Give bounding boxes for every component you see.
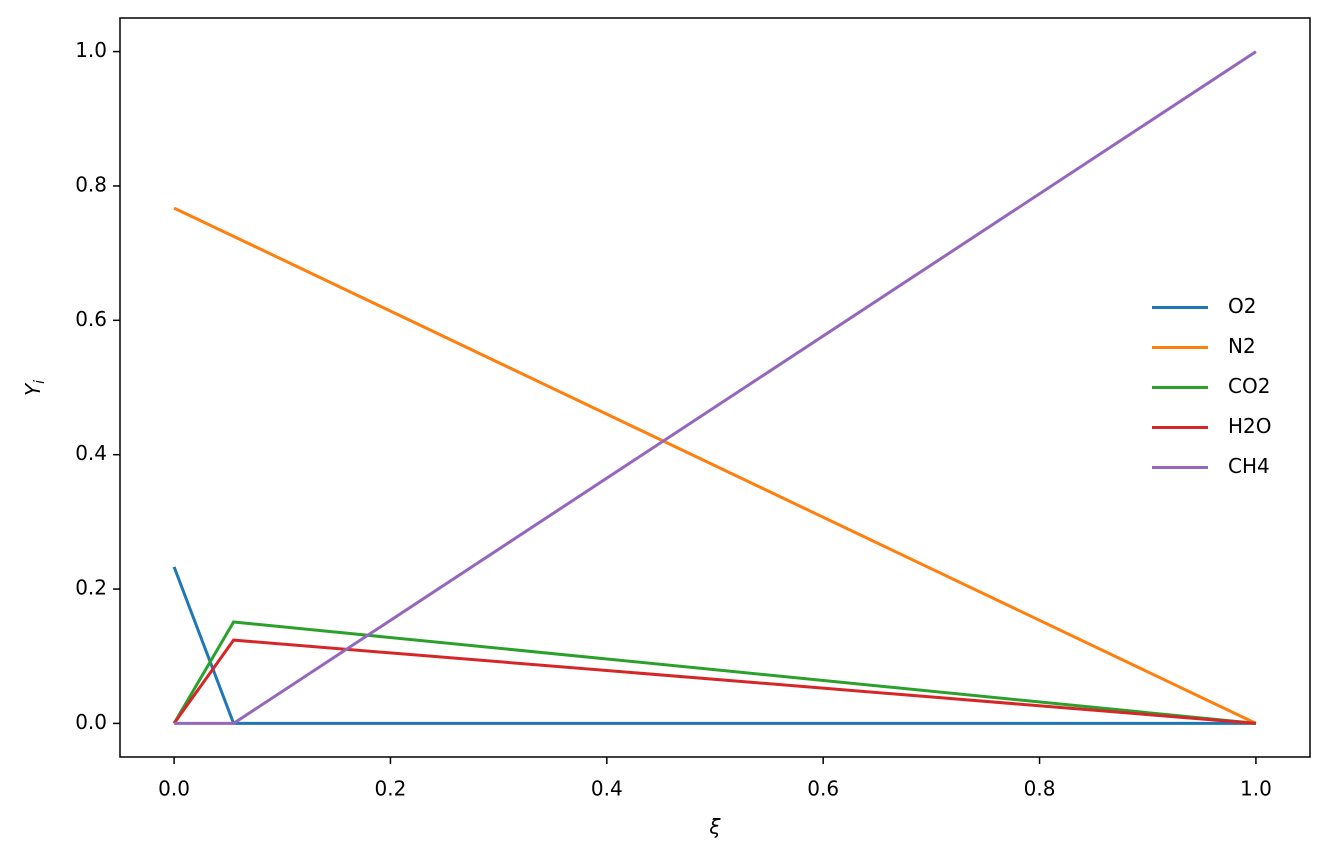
legend-label: CO2 xyxy=(1228,374,1270,398)
y-tick-label: 0.8 xyxy=(75,172,107,196)
x-tick-label: 0.0 xyxy=(158,777,190,801)
y-axis-label: Yi xyxy=(21,380,49,396)
y-axis-label-main: Y xyxy=(21,382,45,396)
y-axis-label-sub: i xyxy=(32,380,48,384)
y-tick-label: 0.0 xyxy=(75,710,107,734)
series-line xyxy=(174,50,1257,725)
x-tick-label: 0.2 xyxy=(375,777,407,801)
y-tick-label: 0.2 xyxy=(75,576,107,600)
x-tick-label: 0.6 xyxy=(807,777,839,801)
y-tick-label: 1.0 xyxy=(75,38,107,62)
x-tick-label: 0.8 xyxy=(1024,777,1056,801)
x-tick-label: 1.0 xyxy=(1240,777,1272,801)
series-line xyxy=(172,620,1257,725)
legend-label: H2O xyxy=(1228,414,1272,438)
x-axis-label: ξ xyxy=(708,815,721,839)
y-tick-label: 0.4 xyxy=(75,441,107,465)
legend-label: CH4 xyxy=(1228,454,1270,478)
y-tick-label: 0.6 xyxy=(75,307,107,331)
legend-label: N2 xyxy=(1228,334,1256,358)
x-tick-label: 0.4 xyxy=(591,777,623,801)
series-line xyxy=(173,206,1257,725)
legend-label: O2 xyxy=(1228,294,1256,318)
series-line xyxy=(172,638,1257,725)
plot-frame xyxy=(119,17,1311,758)
